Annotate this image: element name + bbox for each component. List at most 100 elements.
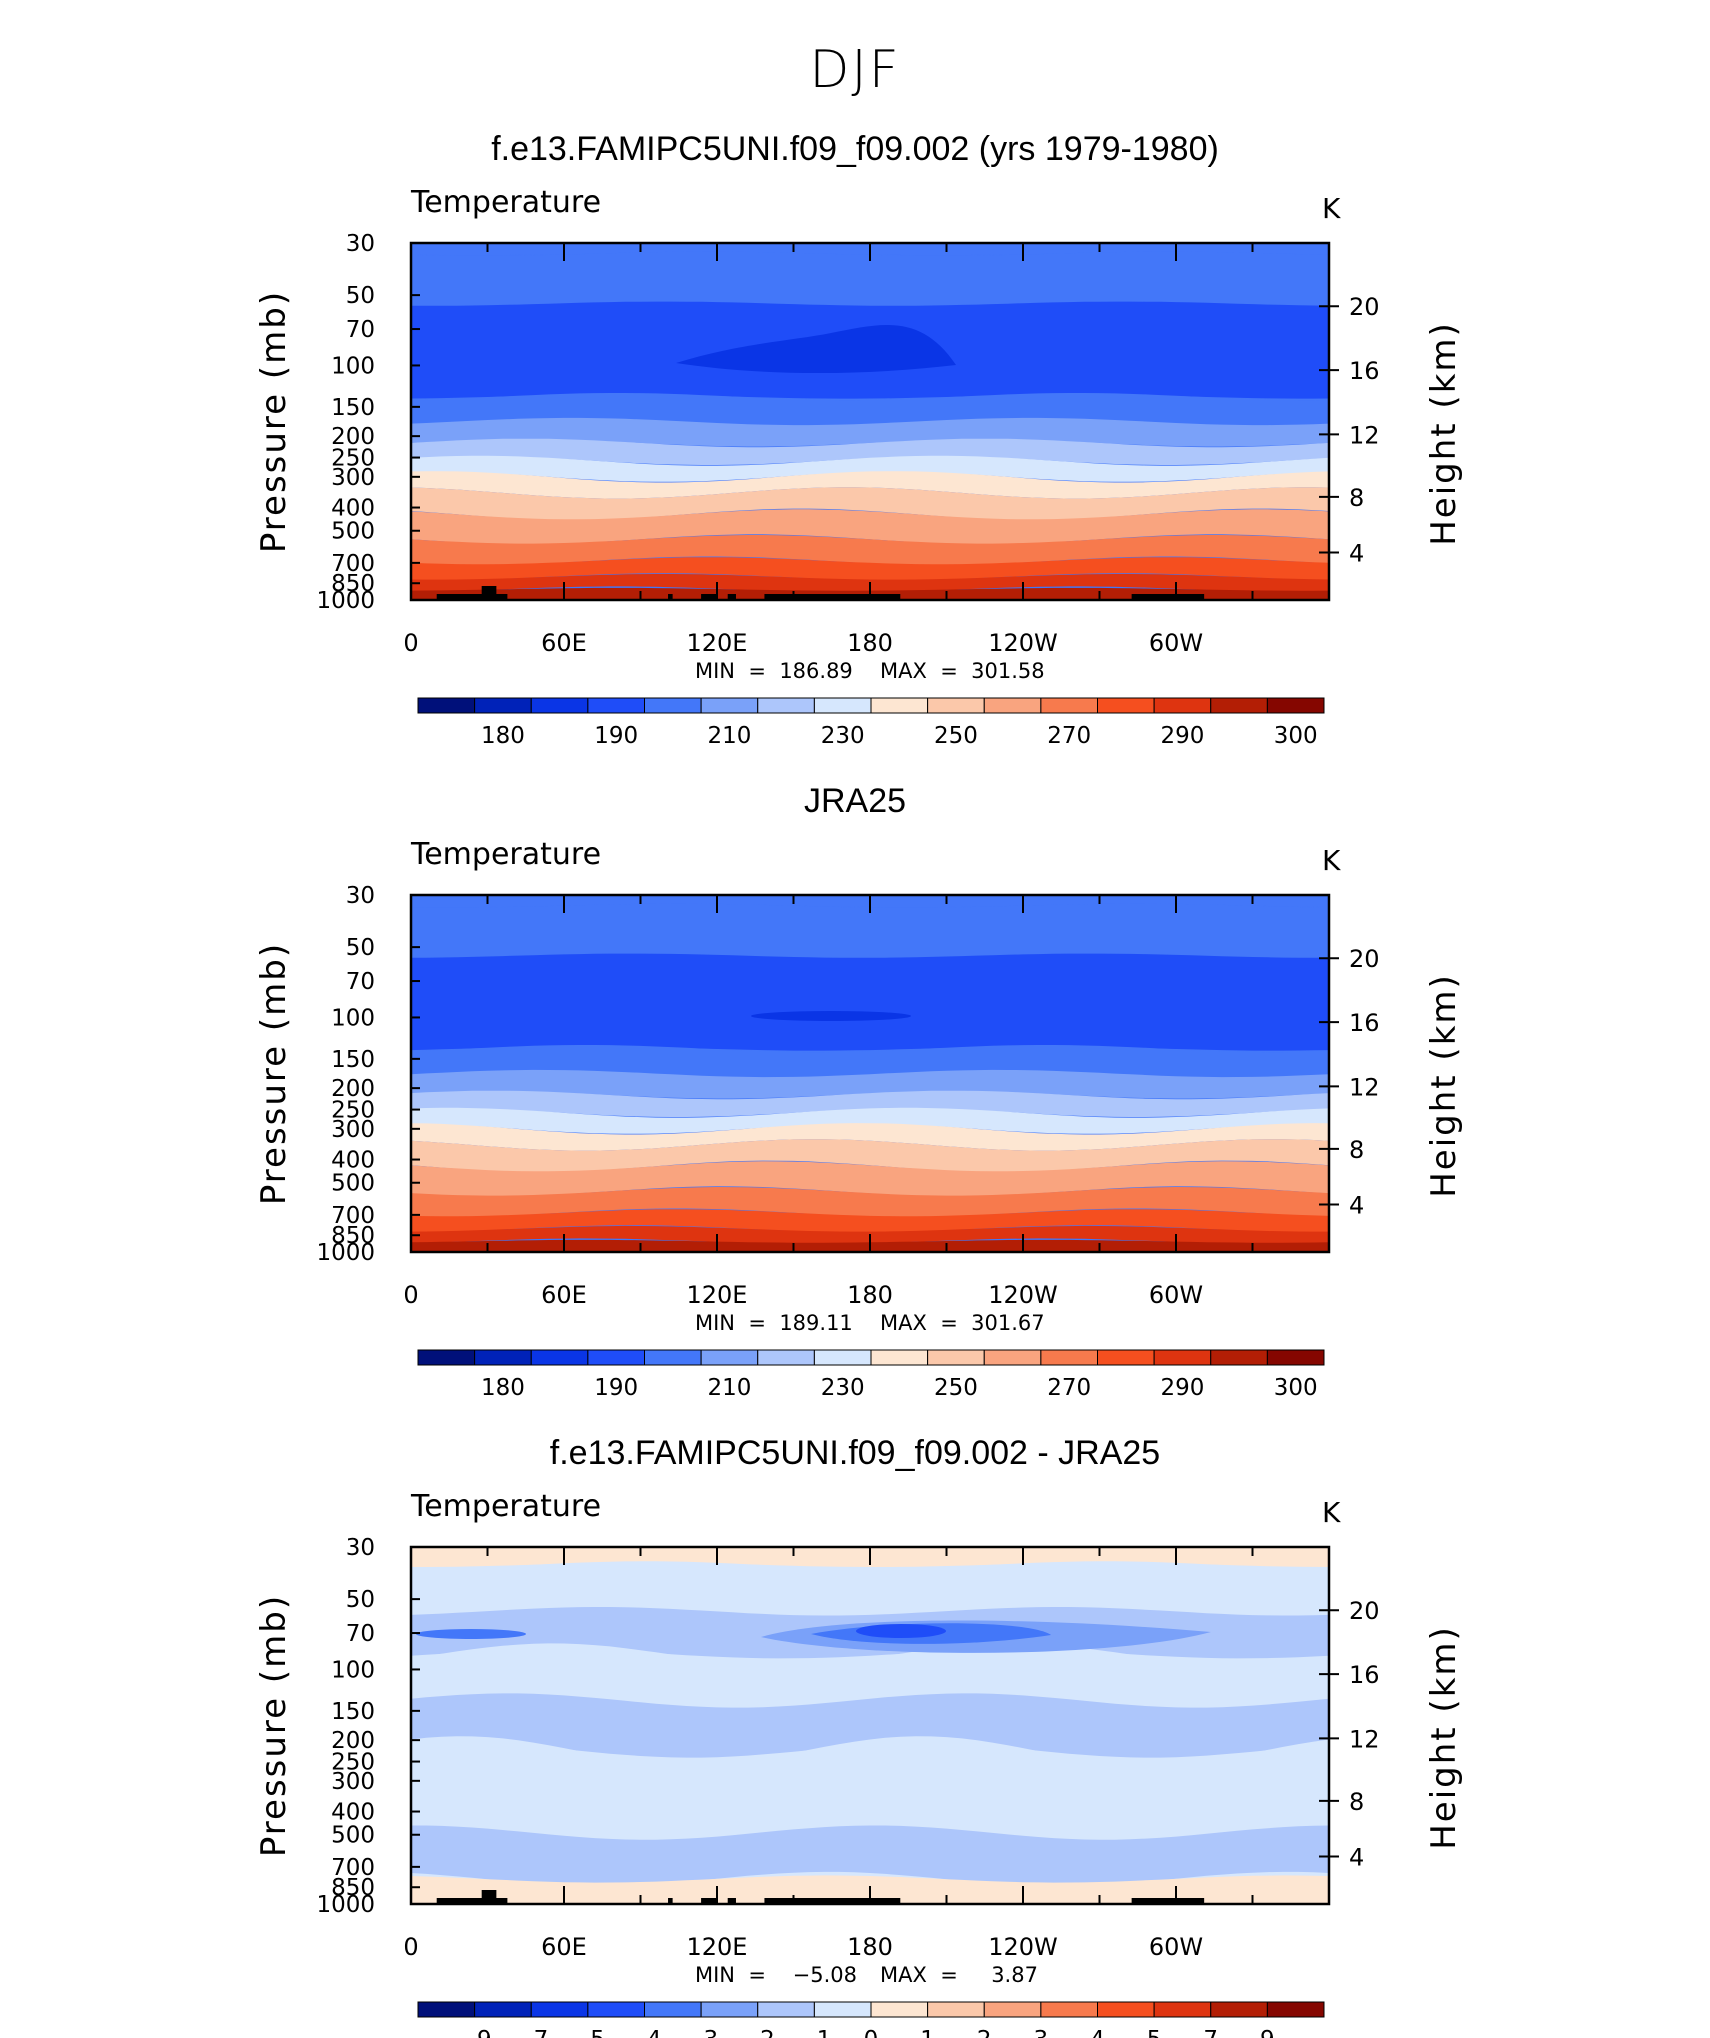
y-tick-label: 50 <box>346 283 375 309</box>
y-tick-label: 100 <box>331 1005 375 1031</box>
panel-1 <box>409 241 1339 714</box>
contour-band <box>411 455 1329 482</box>
colorbar-swatch <box>983 2001 1042 2018</box>
height-tick-label: 4 <box>1349 1192 1364 1220</box>
contour-band <box>411 438 1329 465</box>
y-tick-label: 700 <box>331 1203 375 1229</box>
height-tick-label: 8 <box>1349 1136 1364 1164</box>
panel-title: JRA25 <box>804 782 906 820</box>
y-axis-title: Pressure (mb) <box>254 290 294 553</box>
negative-anomaly-contour <box>856 1624 946 1638</box>
colorbar-swatch <box>1040 1349 1098 1366</box>
max-label: MAX = 301.67 <box>880 1311 1045 1335</box>
topography-mask <box>1131 594 1205 600</box>
contour-band <box>411 1107 1329 1134</box>
topography-mask <box>481 586 497 600</box>
contour-band <box>411 1643 1329 1712</box>
y-tick-label: 400 <box>331 1148 375 1174</box>
colorbar-label: −3 <box>684 2027 718 2038</box>
colorbar-swatch <box>1266 2001 1325 2018</box>
colorbar-label: 190 <box>594 723 638 749</box>
colorbar-label: −7 <box>514 2027 548 2038</box>
figure-title: DJF <box>809 40 901 100</box>
colorbar-swatch <box>927 1349 985 1366</box>
x-tick-label: 120E <box>687 1933 748 1961</box>
colorbar-label: 250 <box>934 1375 978 1401</box>
y-tick-label: 200 <box>331 1076 375 1102</box>
variable-label: Temperature <box>410 1489 601 1524</box>
colorbar-swatch <box>1210 697 1268 714</box>
colorbar-swatch <box>1040 697 1098 714</box>
colorbar-swatch <box>1210 1349 1268 1366</box>
panel-2 <box>409 893 1339 1366</box>
y-tick-label: 50 <box>346 1587 375 1613</box>
colorbar-swatch <box>417 1349 476 1366</box>
colorbar-swatch <box>1210 2001 1268 2018</box>
y-tick-label: 250 <box>331 1098 375 1124</box>
colorbar-swatch <box>927 697 985 714</box>
height-tick-label: 8 <box>1349 1788 1364 1816</box>
y-tick-label: 100 <box>331 1657 375 1683</box>
colorbar-swatch <box>757 697 815 714</box>
min-label: MIN = 189.11 <box>695 1311 853 1335</box>
cold-core-contour <box>751 1011 911 1021</box>
max-label: MAX = 3.87 <box>880 1963 1038 1987</box>
colorbar-label: 290 <box>1160 1375 1204 1401</box>
x-tick-label: 120E <box>687 1281 748 1309</box>
y-tick-label: 400 <box>331 1800 375 1826</box>
colorbar-label: 290 <box>1160 723 1204 749</box>
colorbar-swatch <box>983 697 1042 714</box>
colorbar-swatch <box>417 697 476 714</box>
colorbar-swatch <box>870 2001 929 2018</box>
topography-mask <box>764 1898 901 1904</box>
height-tick-label: 12 <box>1349 1073 1380 1101</box>
min-label: MIN = −5.08 <box>695 1963 857 1987</box>
units-label: K <box>1322 192 1341 225</box>
colorbar-label: 1 <box>920 2027 935 2038</box>
y-axis-title: Pressure (mb) <box>254 1594 294 1857</box>
x-tick-label: 180 <box>847 1933 893 1961</box>
y-tick-label: 30 <box>346 883 375 909</box>
colorbar-swatch <box>474 1349 532 1366</box>
topography-mask <box>764 594 901 600</box>
contour-band <box>411 1825 1329 1887</box>
colorbar-swatch <box>1266 1349 1325 1366</box>
y-tick-label: 30 <box>346 1535 375 1561</box>
colorbar-label: 270 <box>1047 1375 1091 1401</box>
panel-title: f.e13.FAMIPC5UNI.f09_f09.002 (yrs 1979-1… <box>491 130 1219 168</box>
contour-band <box>411 417 1329 447</box>
y-tick-label: 150 <box>331 1699 375 1725</box>
contour-band <box>411 1045 1329 1078</box>
y2-axis-title: Height (km) <box>1424 321 1464 546</box>
height-tick-label: 20 <box>1349 945 1380 973</box>
colorbar-swatch <box>1097 697 1155 714</box>
height-tick-label: 16 <box>1349 1009 1380 1037</box>
colorbar-label: 2 <box>977 2027 992 2038</box>
y2-axis-title: Height (km) <box>1424 973 1464 1198</box>
colorbar-swatch <box>813 1349 872 1366</box>
colorbar-swatch <box>927 2001 985 2018</box>
contour-band <box>411 1069 1329 1099</box>
y-tick-label: 100 <box>331 353 375 379</box>
contour-band <box>411 251 1329 306</box>
x-tick-label: 120E <box>687 629 748 657</box>
contour-band <box>411 1561 1329 1615</box>
x-tick-label: 60W <box>1149 1281 1203 1309</box>
contour-band <box>411 557 1329 581</box>
y-tick-label: 700 <box>331 551 375 577</box>
x-tick-label: 120W <box>988 629 1058 657</box>
colorbar-swatch <box>530 697 589 714</box>
height-tick-label: 12 <box>1349 1725 1380 1753</box>
y-tick-label: 250 <box>331 1750 375 1776</box>
panel-title: f.e13.FAMIPC5UNI.f09_f09.002 - JRA25 <box>550 1434 1160 1472</box>
colorbar-swatch <box>644 1349 702 1366</box>
colorbar-label: 300 <box>1274 723 1318 749</box>
colorbar-swatch <box>1040 2001 1098 2018</box>
colorbar-label: 300 <box>1274 1375 1318 1401</box>
colorbar-swatch <box>983 1349 1042 1366</box>
colorbar-swatch <box>813 697 872 714</box>
height-tick-label: 16 <box>1349 1661 1380 1689</box>
y-tick-label: 1000 <box>316 1240 375 1266</box>
colorbar-label: 3 <box>1034 2027 1049 2038</box>
y-tick-label: 400 <box>331 496 375 522</box>
